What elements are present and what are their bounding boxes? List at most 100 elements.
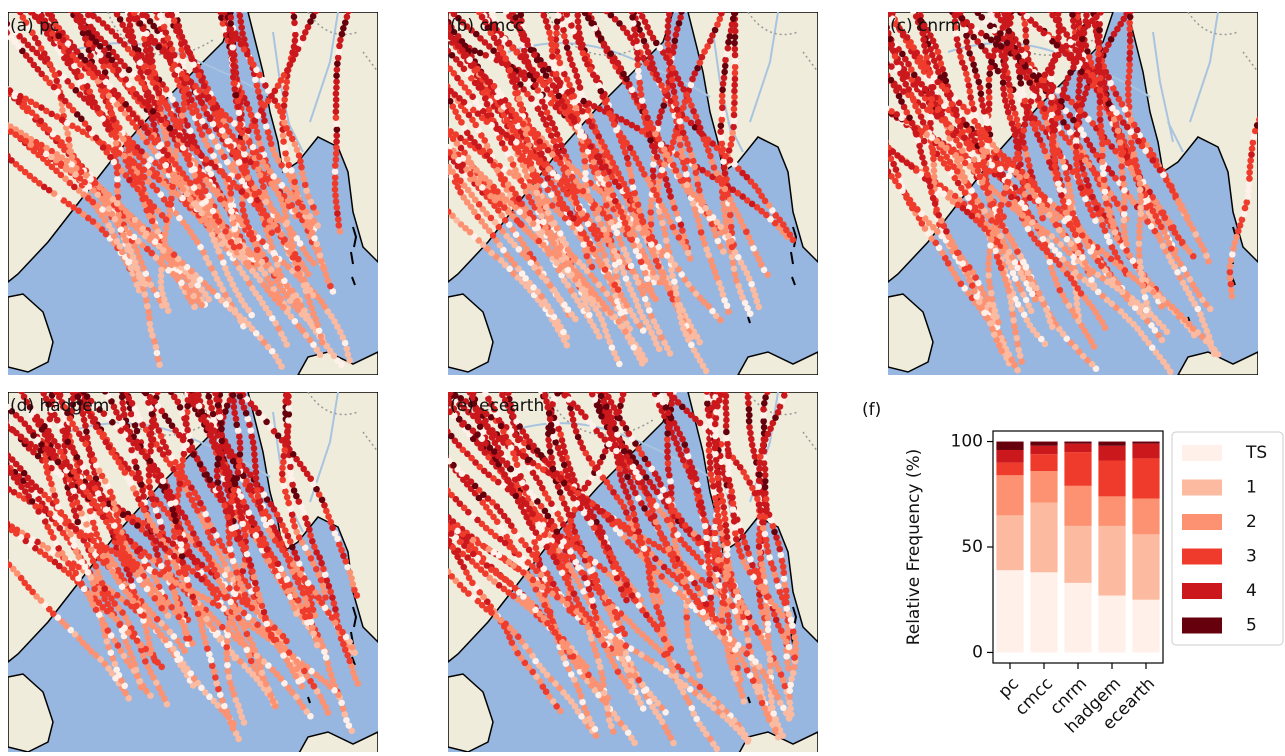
track-dot [639, 97, 646, 104]
track-dot [281, 96, 288, 103]
track-dot [671, 88, 678, 95]
track-dot [711, 164, 718, 171]
track-dot [634, 56, 641, 63]
map-panel: (b) cmcc [440, 4, 818, 375]
legend-box [1172, 432, 1283, 645]
track-dot [259, 178, 266, 185]
track-dot [28, 9, 35, 16]
track-dot [333, 132, 340, 139]
track-dot [267, 238, 274, 245]
track-dot [215, 248, 222, 255]
track-dot [232, 232, 239, 239]
track-dot [282, 90, 289, 97]
track-dot [113, 140, 120, 147]
track-dot [167, 6, 174, 13]
track-dot [159, 255, 166, 262]
track-dot [631, 190, 638, 197]
track-dot [721, 75, 728, 82]
track-dot [721, 297, 728, 304]
track-dot [291, 179, 298, 186]
track-dot [89, 94, 96, 101]
track-dot [731, 118, 738, 125]
track-dot [319, 339, 326, 346]
track-dot [163, 225, 170, 232]
track-dot [678, 8, 685, 15]
track-dot [230, 68, 237, 75]
track-dot [290, 173, 297, 180]
track-dot [228, 190, 235, 197]
track-dot [675, 112, 682, 119]
track-dot [98, 58, 105, 65]
track-dot [307, 224, 314, 231]
track-dot [1076, 76, 1083, 83]
track-dot [236, 243, 243, 250]
track-dot [562, 5, 569, 12]
track-dot [696, 187, 703, 194]
track-dot [161, 237, 168, 244]
track-dot [114, 11, 121, 18]
track-dot [544, 24, 551, 31]
track-dot [1022, 33, 1029, 40]
track-dot [167, 207, 174, 214]
track-dot [664, 243, 671, 250]
track-dot [669, 199, 676, 206]
track-dot [611, 121, 618, 128]
track-dot [237, 115, 244, 122]
track-dot [59, 107, 66, 114]
track-dot [447, 98, 454, 105]
track-dot [476, 9, 483, 16]
track-dot [719, 110, 726, 117]
track-dot [85, 12, 92, 19]
track-dot [574, 6, 581, 13]
track-dot [721, 164, 728, 171]
track-dot [87, 53, 94, 60]
track-dot [727, 218, 734, 225]
track-dot [680, 159, 687, 166]
track-dot [719, 92, 726, 99]
track-dot [446, 7, 453, 14]
track-dot [241, 151, 248, 158]
track-dot [653, 340, 660, 347]
track-dot [575, 78, 582, 85]
track-dot [284, 156, 291, 163]
track-dot [333, 108, 340, 115]
track-dot [688, 152, 695, 159]
track-dot [604, 105, 611, 112]
track-dot [737, 288, 744, 295]
track-dot [157, 105, 164, 112]
track-dot [531, 178, 538, 185]
track-dot [697, 125, 704, 132]
track-dot [582, 164, 589, 171]
track-dot [150, 121, 157, 128]
track-dot [255, 88, 262, 95]
track-dot [715, 238, 722, 245]
track-dot [292, 25, 299, 32]
track-dot [268, 140, 275, 147]
track-dot [573, 105, 580, 112]
track-dot [718, 122, 725, 129]
track-dot [569, 62, 576, 69]
track-dot [634, 62, 641, 69]
track-dot [0, 119, 6, 126]
panel-label: (b) cmcc [450, 16, 524, 36]
track-dot [261, 117, 268, 124]
track-dot [227, 8, 234, 15]
track-dot [694, 175, 701, 182]
track-dot [670, 139, 677, 146]
track-dot [731, 106, 738, 113]
track-dot [586, 312, 593, 319]
track-dot [256, 252, 263, 259]
track-dot [563, 39, 570, 46]
track-dot [228, 26, 235, 33]
track-dot [676, 136, 683, 143]
track-dot [633, 196, 640, 203]
track-dot [168, 12, 175, 19]
track-dot [732, 271, 739, 278]
track-dot [256, 140, 263, 147]
track-dot [503, 8, 510, 15]
track-dot [1075, 88, 1082, 95]
track-dot [144, 303, 151, 310]
track-dot [165, 307, 172, 314]
track-dot [705, 147, 712, 154]
track-dot [691, 163, 698, 170]
